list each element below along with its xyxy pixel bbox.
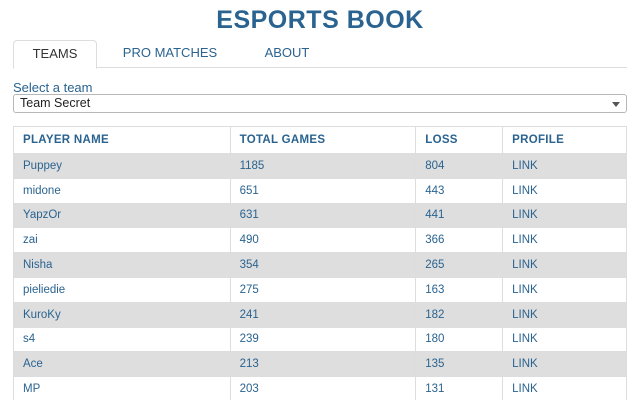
player-name: KuroKy — [13, 301, 231, 328]
player-name: MP — [13, 376, 231, 400]
header-player-name[interactable]: PLAYER NAME — [13, 126, 231, 154]
profile-link[interactable]: LINK — [502, 326, 627, 353]
loss: 180 — [415, 326, 504, 353]
team-select[interactable]: Team Secret — [13, 94, 627, 113]
total-games: 1185 — [229, 153, 417, 179]
chevron-down-icon — [612, 102, 620, 107]
player-name: YapzOr — [13, 202, 231, 229]
loss: 131 — [415, 376, 504, 400]
header-loss[interactable]: LOSS — [415, 126, 504, 154]
profile-link[interactable]: LINK — [502, 202, 627, 229]
profile-link[interactable]: LINK — [502, 276, 627, 303]
profile-link[interactable]: LINK — [502, 376, 627, 400]
table-row: MP 203 131 LINK — [13, 376, 627, 400]
table-row: Ace 213 135 LINK — [13, 351, 627, 378]
player-name: pieliedie — [13, 276, 231, 303]
players-table: PLAYER NAME TOTAL GAMES LOSS PROFILE Pup… — [13, 126, 627, 400]
loss: 804 — [415, 153, 504, 179]
player-name: Puppey — [13, 153, 231, 179]
tab-teams[interactable]: TEAMS — [13, 40, 97, 69]
table-row: KuroKy 241 182 LINK — [13, 301, 627, 328]
tab-pro-matches[interactable]: PRO MATCHES — [122, 45, 218, 60]
tab-about[interactable]: ABOUT — [264, 45, 310, 60]
total-games: 213 — [229, 351, 417, 378]
table-row: YapzOr 631 441 LINK — [13, 202, 627, 229]
team-select-label: Select a team — [13, 80, 93, 95]
total-games: 631 — [229, 202, 417, 229]
loss: 366 — [415, 227, 504, 254]
profile-link[interactable]: LINK — [502, 177, 627, 204]
header-total-games[interactable]: TOTAL GAMES — [229, 126, 417, 154]
table-row: Puppey 1185 804 LINK — [13, 153, 627, 179]
total-games: 239 — [229, 326, 417, 353]
loss: 265 — [415, 252, 504, 278]
profile-link[interactable]: LINK — [502, 351, 627, 378]
profile-link[interactable]: LINK — [502, 227, 627, 254]
total-games: 203 — [229, 376, 417, 400]
profile-link[interactable]: LINK — [502, 252, 627, 278]
player-name: zai — [13, 227, 231, 254]
loss: 135 — [415, 351, 504, 378]
loss: 441 — [415, 202, 504, 229]
profile-link[interactable]: LINK — [502, 301, 627, 328]
team-select-value: Team Secret — [20, 96, 91, 110]
loss: 182 — [415, 301, 504, 328]
table-header-row: PLAYER NAME TOTAL GAMES LOSS PROFILE — [13, 126, 627, 154]
table-row: pieliedie 275 163 LINK — [13, 276, 627, 303]
profile-link[interactable]: LINK — [502, 153, 627, 179]
player-name: Ace — [13, 351, 231, 378]
total-games: 651 — [229, 177, 417, 204]
header-profile[interactable]: PROFILE — [502, 126, 627, 154]
player-name: midone — [13, 177, 231, 204]
loss: 163 — [415, 276, 504, 303]
total-games: 275 — [229, 276, 417, 303]
table-row: zai 490 366 LINK — [13, 227, 627, 254]
tab-bar: TEAMS PRO MATCHES ABOUT — [13, 40, 627, 69]
player-name: s4 — [13, 326, 231, 353]
player-name: Nisha — [13, 252, 231, 278]
table-row: midone 651 443 LINK — [13, 177, 627, 204]
total-games: 354 — [229, 252, 417, 278]
table-row: Nisha 354 265 LINK — [13, 252, 627, 278]
app-title: ESPORTS BOOK — [216, 6, 424, 34]
total-games: 490 — [229, 227, 417, 254]
loss: 443 — [415, 177, 504, 204]
table-row: s4 239 180 LINK — [13, 326, 627, 353]
total-games: 241 — [229, 301, 417, 328]
